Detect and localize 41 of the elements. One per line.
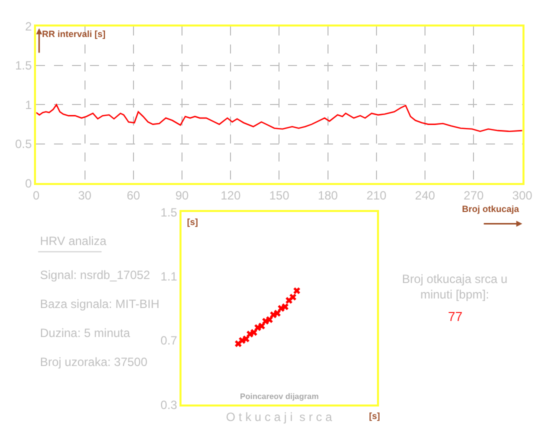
y-tick-label: 0	[25, 176, 32, 190]
text: Poincareov dijagram	[240, 392, 319, 401]
x-tick-label: 300	[512, 188, 533, 202]
point	[293, 287, 300, 294]
x-tick-label: 180	[318, 188, 338, 202]
point	[258, 322, 266, 330]
x-tick-label: 120	[220, 188, 241, 202]
x-tick-label: 90	[175, 188, 190, 202]
text: O t k u c a j i s r c a	[226, 410, 332, 424]
y-tick-label: 1.5	[15, 58, 32, 73]
text: Duzina: 5 minuta	[40, 326, 130, 340]
y-tick-label: 0.3	[160, 398, 178, 412]
x-tick-label: 30	[78, 188, 92, 202]
point	[266, 316, 273, 324]
y-tick-label: 0.5	[15, 137, 32, 152]
y-tick-label: 1	[25, 98, 32, 112]
point	[242, 335, 250, 342]
y-tick-label: 2	[25, 20, 32, 34]
x-axis-title: [s]	[369, 411, 380, 421]
x-tick-label: 60	[126, 188, 140, 202]
y-tick-label: 0.7	[160, 334, 178, 348]
point	[282, 303, 288, 310]
x-tick-label: 270	[464, 188, 484, 202]
text: Signal: nsrdb_17052	[40, 268, 150, 282]
x-tick-label: 240	[415, 188, 436, 202]
y-tick-label: 1.1	[160, 269, 178, 284]
text: Baza signala: MIT-BIH	[40, 297, 160, 311]
text: Broj otkucaja srca u minuti [bpm]:	[402, 272, 508, 302]
y-axis-title: [s]	[187, 217, 198, 227]
x-tick-label: 210	[366, 188, 387, 202]
text: 77	[448, 309, 462, 324]
x-tick-label: 150	[269, 188, 290, 202]
text: HRV analiza	[40, 234, 107, 248]
point	[290, 294, 296, 301]
x-axis-title: Broj otkucaja	[462, 204, 520, 214]
y-tick-label: 1.5	[160, 205, 178, 220]
point	[250, 329, 258, 336]
text: Broj uzoraka: 37500	[40, 355, 148, 369]
line-series	[36, 104, 522, 132]
point	[274, 310, 281, 317]
y-axis-title: RR intervali [s]	[42, 29, 106, 39]
